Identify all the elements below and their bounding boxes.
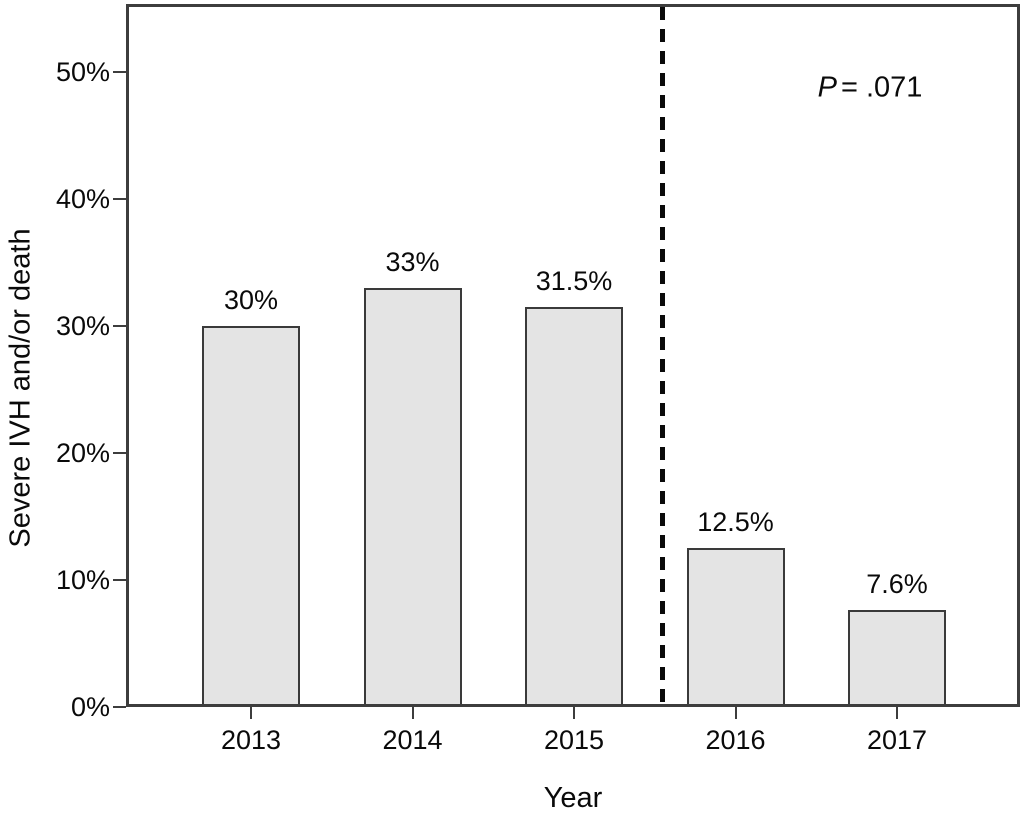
- y-tick-mark: [113, 706, 126, 708]
- x-tick-mark: [250, 707, 252, 719]
- bar-value-label-2016: 12.5%: [697, 507, 774, 538]
- x-axis-title: Year: [543, 782, 603, 814]
- y-tick-label: 50%: [55, 57, 110, 87]
- plot-area: P = .071 30% 33% 31.5% 12.5% 7.6%: [126, 4, 1020, 707]
- y-tick-label: 40%: [55, 184, 110, 214]
- bar-value-label-2015: 31.5%: [535, 265, 613, 296]
- y-tick-mark: [113, 579, 126, 581]
- x-tick-label-2015: 2015: [543, 725, 605, 755]
- y-axis-title: Severe IVH and/or death: [4, 228, 37, 548]
- x-tick-label-2013: 2013: [220, 725, 282, 755]
- bar-value-label-2017: 7.6%: [866, 569, 928, 600]
- y-tick-mark: [113, 325, 126, 327]
- p-value-text: = .071: [840, 71, 923, 104]
- x-tick-mark: [411, 707, 414, 719]
- p-value-annotation: P = .071: [818, 72, 923, 105]
- y-tick-label: 10%: [55, 565, 110, 595]
- bar-2015: [525, 306, 623, 707]
- x-tick-label-2016: 2016: [705, 725, 766, 755]
- x-tick-mark: [734, 707, 737, 719]
- y-tick-label: 30%: [55, 311, 110, 341]
- bar-2016: [686, 548, 785, 707]
- y-tick-mark: [113, 71, 126, 73]
- y-tick-label: 0%: [70, 692, 110, 722]
- bar-value-label-2014: 33%: [385, 246, 440, 277]
- bar-2013: [202, 326, 300, 707]
- x-tick-label-2017: 2017: [866, 725, 928, 755]
- p-value-symbol: P: [817, 71, 837, 104]
- y-tick-mark: [113, 198, 126, 200]
- bar-value-label-2013: 30%: [223, 285, 279, 315]
- bar-2014: [363, 287, 462, 707]
- bar-2017: [848, 610, 946, 707]
- y-tick-label: 20%: [55, 438, 110, 468]
- y-tick-mark: [113, 452, 126, 454]
- x-tick-label-2014: 2014: [382, 725, 443, 755]
- x-tick-mark: [896, 707, 898, 719]
- x-tick-mark: [573, 707, 575, 719]
- period-divider-dashed-line: [660, 7, 666, 704]
